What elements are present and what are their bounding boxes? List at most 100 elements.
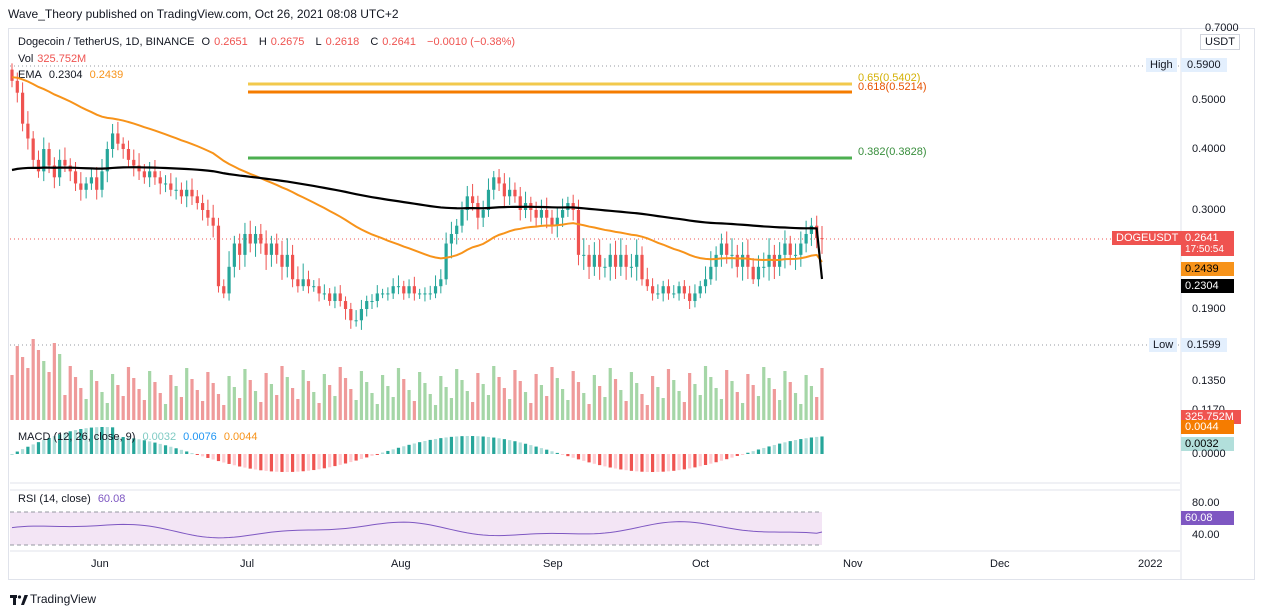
volume-bar	[20, 357, 25, 420]
macd-hist-bar	[793, 440, 798, 454]
macd-hist-bar	[449, 436, 454, 454]
macd-hist-bar	[703, 454, 708, 465]
currency-button[interactable]: USDT	[1200, 34, 1240, 50]
macd-hist-bar	[772, 444, 776, 454]
macd-hist-bar	[778, 443, 782, 454]
chart-frame[interactable]	[8, 28, 1255, 580]
candle-body	[793, 254, 798, 256]
candle-body	[285, 254, 289, 267]
volume-bar	[36, 350, 41, 420]
volume-bar	[592, 375, 596, 420]
candle-body	[343, 301, 348, 309]
macd-hist-bar	[523, 443, 528, 454]
macd-hist-bar	[36, 442, 41, 454]
macd-hist-bar	[767, 446, 771, 454]
volume-bar	[555, 378, 559, 420]
macd-hist-bar	[455, 436, 459, 454]
candle-body	[629, 266, 634, 268]
candle-body	[185, 189, 189, 197]
ema-legend[interactable]: EMA 0.2304 0.2439	[18, 69, 124, 81]
macd-hist-bar	[163, 445, 168, 454]
candle-body	[455, 225, 459, 234]
candle-body	[703, 279, 708, 287]
change-value: −0.0010 (−0.38%)	[427, 36, 516, 48]
candle-body	[560, 210, 565, 218]
volume-bar	[735, 392, 739, 420]
volume-bar	[666, 369, 671, 420]
rsi-label: RSI (14, close)	[18, 493, 91, 505]
volume-bar	[418, 372, 422, 420]
macd-hist-bar	[179, 449, 184, 454]
macd-hist-bar	[280, 454, 284, 472]
volume-bar	[650, 376, 655, 420]
volume-bar	[222, 405, 226, 420]
candle-body	[396, 286, 401, 288]
macd-hist-bar	[640, 454, 644, 472]
macd-hist-bar	[185, 451, 189, 454]
candle-body	[439, 279, 443, 287]
rsi-line	[11, 521, 823, 539]
volume-bar	[714, 388, 718, 420]
volume-bar	[688, 373, 692, 420]
macd-hist-bar	[153, 442, 157, 454]
volume-bar	[211, 383, 215, 420]
macd-hist-bar	[142, 440, 146, 454]
volume-bar	[206, 372, 210, 420]
volume-bar	[238, 398, 242, 420]
macd-hist-bar	[603, 454, 607, 467]
macd-hist-bar	[396, 447, 401, 454]
macd-hist-bar	[804, 438, 808, 454]
volume-bar	[31, 339, 35, 420]
macd-hist-bar	[539, 448, 544, 454]
candle-body	[449, 233, 454, 244]
candle-body	[613, 254, 618, 267]
candle-body	[709, 266, 713, 280]
low-label: Low	[1149, 338, 1178, 352]
candle-body	[100, 171, 104, 190]
macd-hist-bar	[566, 454, 570, 457]
volume-bar	[465, 391, 469, 420]
volume-bar	[285, 377, 289, 420]
macd-hist-bar	[306, 454, 311, 471]
volume-value: 325.752M	[37, 53, 87, 65]
volume-bar	[449, 398, 454, 420]
volume-bar	[582, 393, 586, 420]
volume-bar	[42, 361, 46, 420]
volume-bar	[470, 402, 475, 420]
macd-hist-bar	[227, 454, 231, 464]
tradingview-logo[interactable]: TradingView	[10, 592, 96, 606]
published-text: Wave_Theory published on TradingView.com…	[8, 7, 399, 21]
volume-bar	[296, 399, 300, 420]
symbol-title[interactable]: Dogecoin / TetherUS, 1D, BINANCE	[18, 36, 195, 48]
volume-bar	[317, 403, 321, 420]
macd-hist-bar	[412, 443, 416, 454]
candle-body	[809, 225, 814, 234]
volume-bar	[523, 392, 528, 420]
volume-bar	[174, 386, 178, 420]
macd-hist-bar	[608, 454, 612, 468]
macd-hist-bar	[650, 454, 655, 472]
fib-0382-label: 0.382(0.3828)	[858, 146, 927, 158]
ema-fast-line	[11, 76, 823, 263]
candle-body	[47, 149, 51, 166]
candle-body	[42, 149, 46, 172]
volume-bar	[804, 375, 808, 420]
candle-body	[15, 80, 19, 93]
macd-hist-bar	[709, 454, 713, 464]
macd-hist-bar	[619, 454, 623, 470]
macd-legend[interactable]: MACD (12, 26, close, 9) 0.0032 0.0076 0.…	[18, 431, 262, 443]
volume-bar	[677, 391, 681, 420]
time-tick-dec: Dec	[990, 558, 1010, 570]
rsi-band	[10, 512, 822, 545]
rsi-legend[interactable]: RSI (14, close) 60.08	[18, 493, 129, 505]
volume-bar	[751, 385, 755, 420]
candle-body	[322, 293, 326, 295]
ema-slow-tag: 0.2304	[1181, 279, 1234, 293]
candle-body	[375, 293, 379, 302]
volume-legend[interactable]: Vol 325.752M	[18, 53, 87, 65]
macd-signal-value: 0.0044	[223, 431, 258, 443]
volume-bar	[148, 371, 152, 420]
candle-body	[513, 189, 517, 197]
candle-body	[179, 189, 184, 197]
